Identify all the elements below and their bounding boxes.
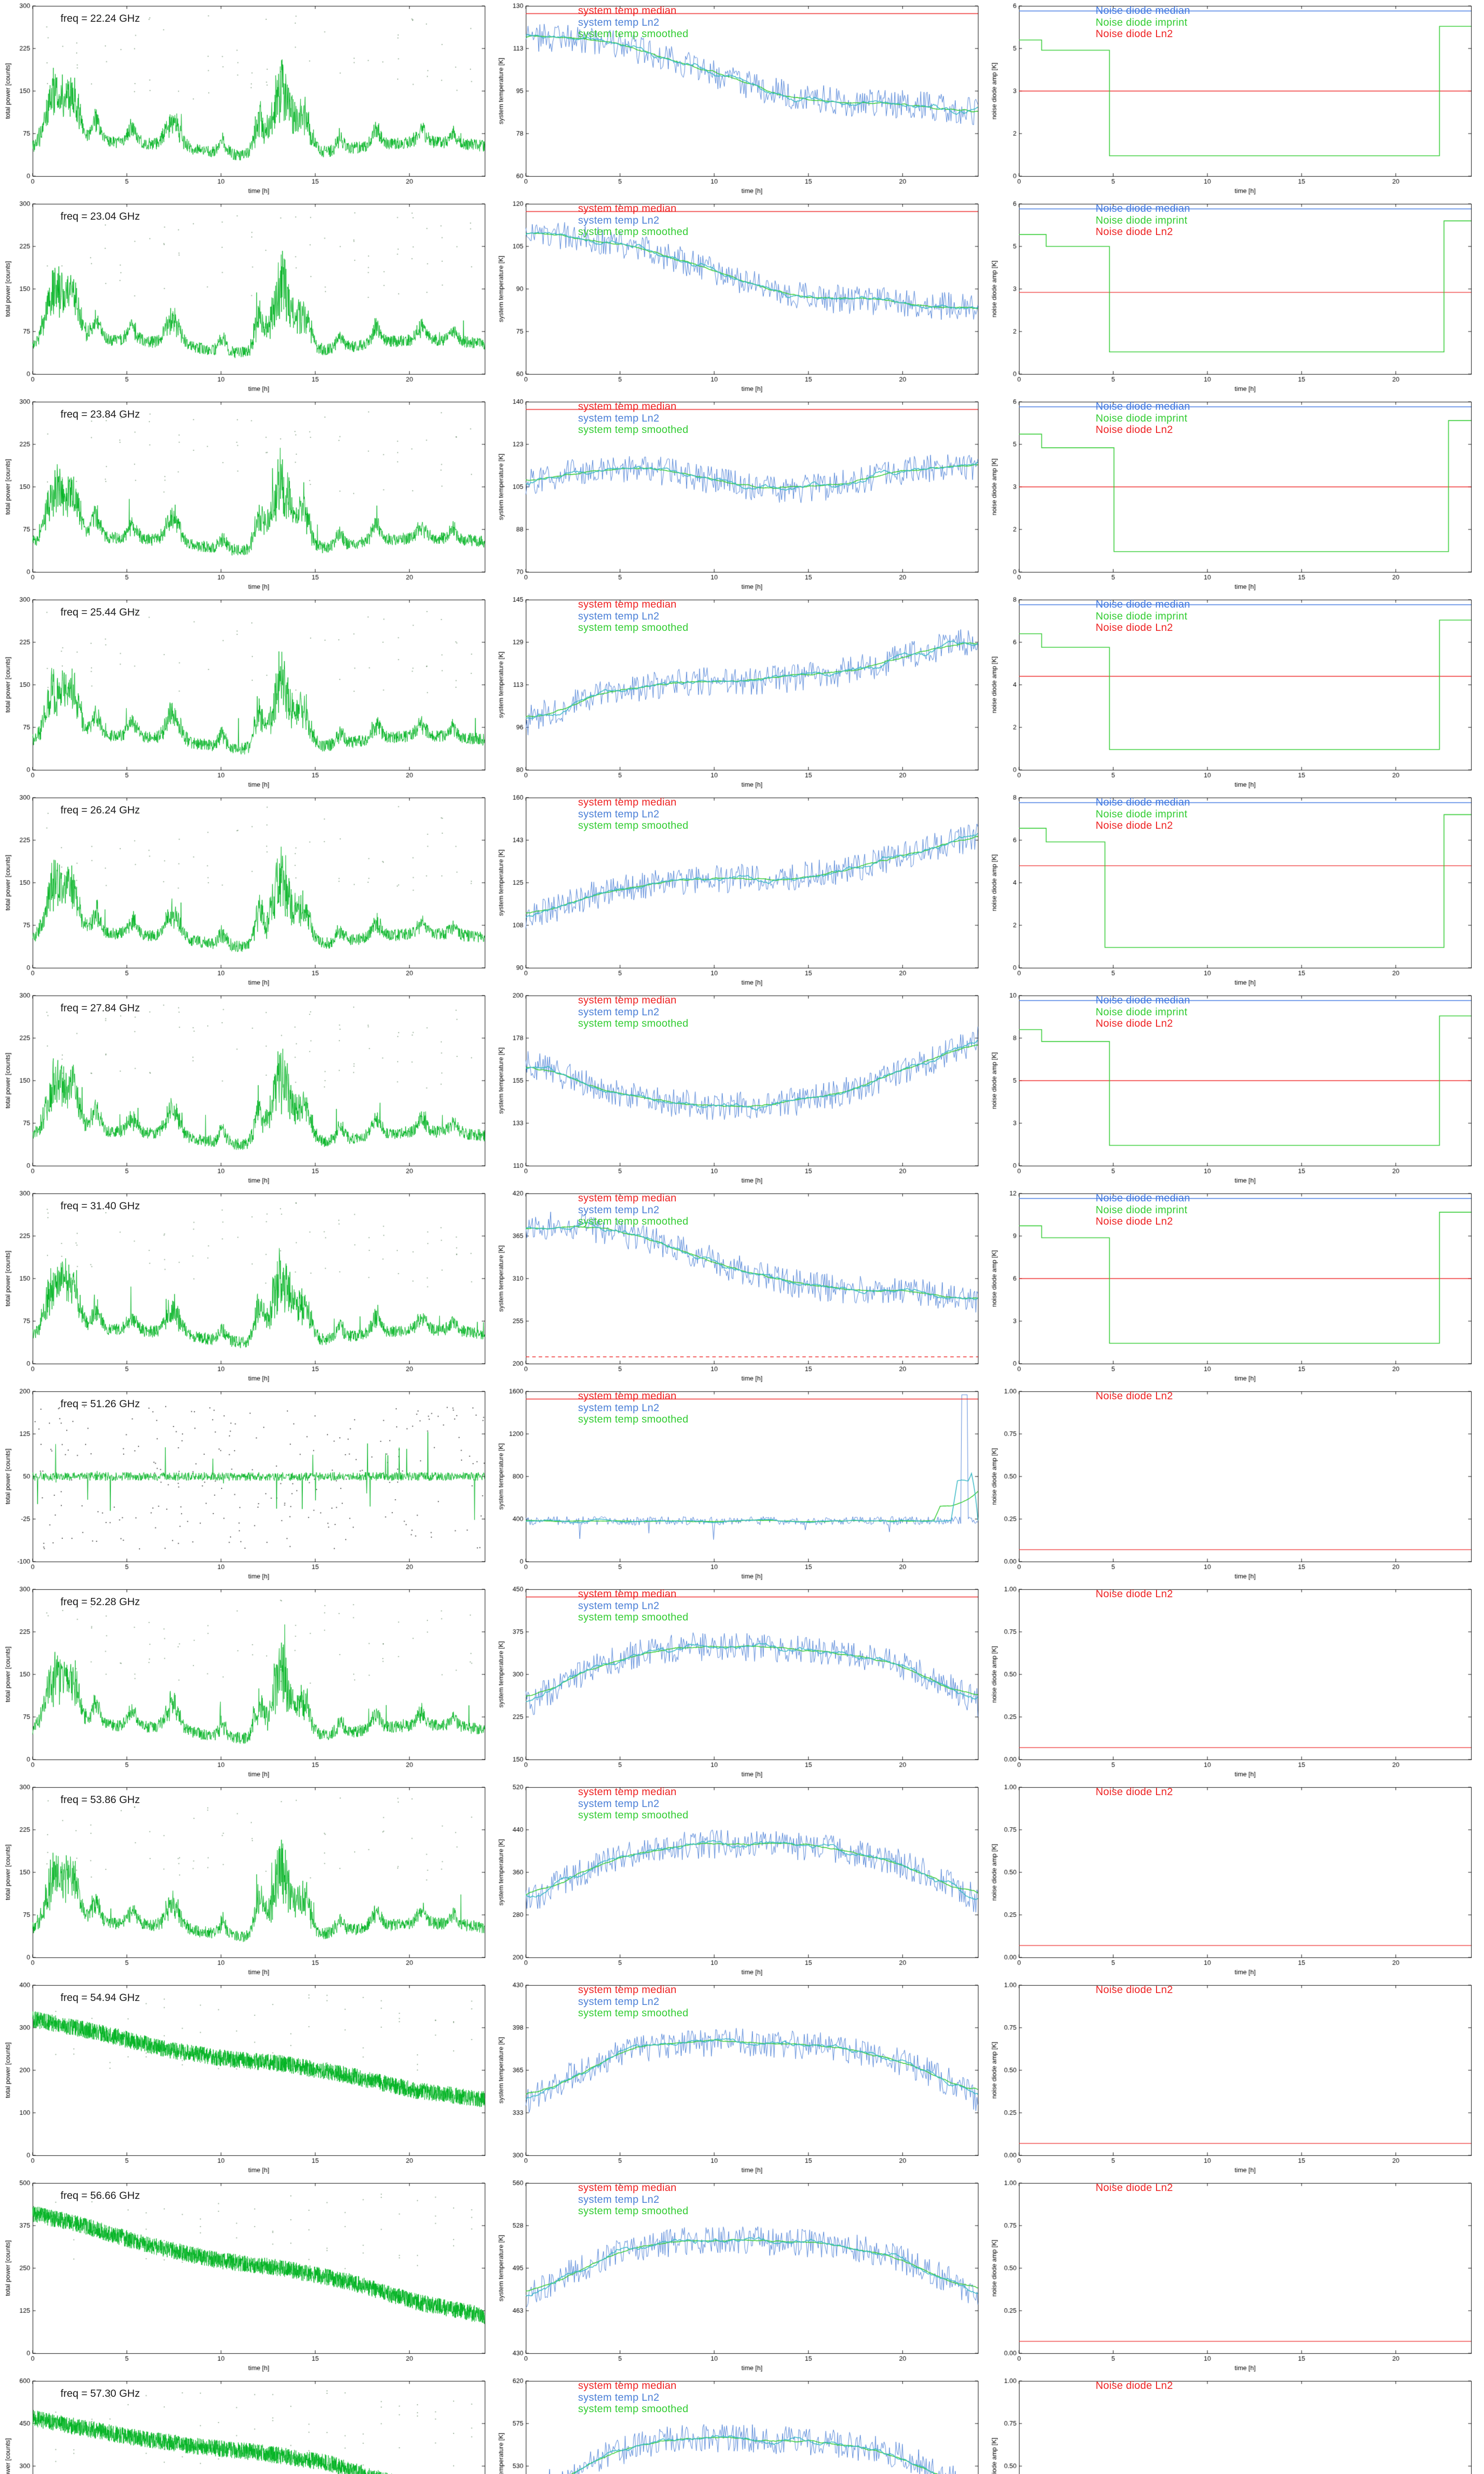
plot-canvas xyxy=(988,794,1476,988)
plot-canvas xyxy=(988,2,1476,196)
panel-r2-c1: freq = 23.04 GHz xyxy=(2,200,490,394)
plot-canvas xyxy=(495,398,983,592)
plot-canvas xyxy=(988,200,1476,394)
plot-canvas xyxy=(495,992,983,1186)
panel-r2-c2: system temp median system temp Ln2 system … xyxy=(495,200,983,394)
panel-r1-c3: Noise diode median Noise diode imprint Noi… xyxy=(988,2,1476,196)
plot-canvas xyxy=(988,1981,1476,2175)
panel-r6-c2: system temp median system temp Ln2 system … xyxy=(495,992,983,1186)
panel-r1-c2: system temp median system temp Ln2 system … xyxy=(495,2,983,196)
panel-r1-c1: freq = 22.24 GHz xyxy=(2,2,490,196)
panel-r10-c3: Noise diode Ln2 xyxy=(988,1783,1476,1977)
panel-r4-c2: system temp median system temp Ln2 system … xyxy=(495,596,983,790)
panel-r8-c2: system temp median system temp Ln2 system … xyxy=(495,1387,983,1581)
plot-canvas xyxy=(495,200,983,394)
panel-r12-c1: freq = 56.66 GHz xyxy=(2,2179,490,2373)
plot-canvas xyxy=(2,1783,490,1977)
panel-r6-c3: Noise diode median Noise diode imprint Noi… xyxy=(988,992,1476,1186)
plot-canvas xyxy=(988,398,1476,592)
panel-r10-c1: freq = 53.86 GHz xyxy=(2,1783,490,1977)
panel-r5-c3: Noise diode median Noise diode imprint Noi… xyxy=(988,794,1476,988)
plot-canvas xyxy=(2,2377,490,2474)
panel-r13-c2: system temp median system temp Ln2 system … xyxy=(495,2377,983,2474)
panel-r7-c3: Noise diode median Noise diode imprint Noi… xyxy=(988,1189,1476,1383)
plot-canvas xyxy=(988,1783,1476,1977)
plot-canvas xyxy=(2,1189,490,1383)
panel-r5-c2: system temp median system temp Ln2 system … xyxy=(495,794,983,988)
plot-canvas xyxy=(2,1585,490,1779)
plot-canvas xyxy=(495,1585,983,1779)
panel-r9-c2: system temp median system temp Ln2 system … xyxy=(495,1585,983,1779)
plot-canvas xyxy=(495,596,983,790)
plot-canvas xyxy=(495,2,983,196)
panel-r7-c1: freq = 31.40 GHz xyxy=(2,1189,490,1383)
panel-r13-c1: freq = 57.30 GHz xyxy=(2,2377,490,2474)
plot-canvas xyxy=(2,1981,490,2175)
plot-canvas xyxy=(988,992,1476,1186)
panel-r3-c3: Noise diode median Noise diode imprint Noi… xyxy=(988,398,1476,592)
plot-canvas xyxy=(495,794,983,988)
plot-canvas xyxy=(2,596,490,790)
plot-canvas xyxy=(2,2179,490,2373)
plot-canvas xyxy=(495,1189,983,1383)
plot-canvas xyxy=(2,200,490,394)
plot-canvas xyxy=(988,2179,1476,2373)
plot-canvas xyxy=(495,2179,983,2373)
panel-r8-c1: freq = 51.26 GHz xyxy=(2,1387,490,1581)
plot-canvas xyxy=(495,1981,983,2175)
panel-r11-c3: Noise diode Ln2 xyxy=(988,1981,1476,2175)
plot-canvas xyxy=(495,1783,983,1977)
plot-canvas xyxy=(2,1387,490,1581)
panel-r8-c3: Noise diode Ln2 xyxy=(988,1387,1476,1581)
panel-r13-c3: Noise diode Ln2 xyxy=(988,2377,1476,2474)
plot-canvas xyxy=(495,1387,983,1581)
plot-canvas xyxy=(988,1585,1476,1779)
panel-r3-c2: system temp median system temp Ln2 system … xyxy=(495,398,983,592)
panel-r5-c1: freq = 26.24 GHz xyxy=(2,794,490,988)
plot-canvas xyxy=(2,992,490,1186)
panel-r11-c2: system temp median system temp Ln2 system … xyxy=(495,1981,983,2175)
panel-r12-c2: system temp median system temp Ln2 system … xyxy=(495,2179,983,2373)
panel-r4-c1: freq = 25.44 GHz xyxy=(2,596,490,790)
panel-r12-c3: Noise diode Ln2 xyxy=(988,2179,1476,2373)
plot-canvas xyxy=(2,794,490,988)
plot-canvas xyxy=(988,2377,1476,2474)
plot-canvas xyxy=(2,398,490,592)
panel-r10-c2: system temp median system temp Ln2 system … xyxy=(495,1783,983,1977)
panel-r7-c2: system temp median system temp Ln2 system … xyxy=(495,1189,983,1383)
plot-canvas xyxy=(988,1189,1476,1383)
plot-canvas xyxy=(495,2377,983,2474)
panel-r2-c3: Noise diode median Noise diode imprint Noi… xyxy=(988,200,1476,394)
panel-r9-c1: freq = 52.28 GHz xyxy=(2,1585,490,1779)
panel-r6-c1: freq = 27.84 GHz xyxy=(2,992,490,1186)
plot-canvas xyxy=(988,596,1476,790)
plot-canvas xyxy=(2,2,490,196)
panel-r9-c3: Noise diode Ln2 xyxy=(988,1585,1476,1779)
panel-r3-c1: freq = 23.84 GHz xyxy=(2,398,490,592)
panel-r4-c3: Noise diode median Noise diode imprint Noi… xyxy=(988,596,1476,790)
panel-r11-c1: freq = 54.94 GHz xyxy=(2,1981,490,2175)
plot-canvas xyxy=(988,1387,1476,1581)
